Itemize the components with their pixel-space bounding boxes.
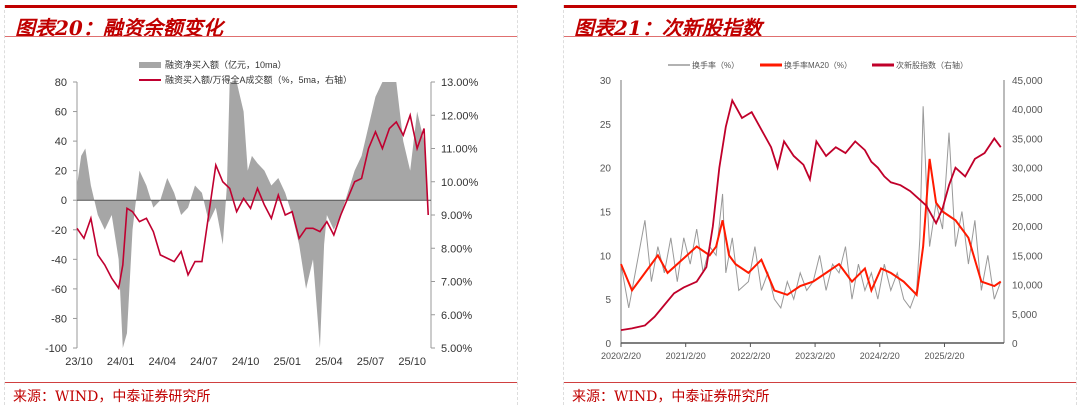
- y-left-tick-label: -60: [51, 284, 67, 296]
- y-left-tick-label: 15: [600, 208, 612, 219]
- y-left-tick-label: -20: [51, 225, 67, 237]
- right-figure-panel: 图表21：次新股指数 0 5 10 15 20 25 30 0 5,000 10,000 15,00…: [563, 5, 1077, 405]
- y-right-tick-label: 15,000: [1012, 251, 1043, 262]
- y-left-tick-label: -100: [45, 343, 67, 355]
- legend-label: 换手率（%）: [692, 60, 739, 70]
- x-tick-label: 23/10: [65, 356, 93, 368]
- y-right-tick-label: 6.00%: [441, 310, 472, 322]
- y-right-tick-label: 35,000: [1012, 134, 1043, 145]
- y-right-tick-label: 45,000: [1012, 76, 1043, 87]
- source-divider: [5, 382, 517, 383]
- y-left-tick-label: 25: [600, 120, 612, 131]
- y-left-tick-label: 0: [605, 339, 611, 350]
- y-right-tick-label: 30,000: [1012, 164, 1043, 175]
- y-left-tick-label: 10: [600, 251, 612, 262]
- x-tick-label: 24/10: [232, 356, 260, 368]
- net-buy-area-series: [77, 82, 429, 348]
- y-right-tick-label: 8.00%: [441, 243, 472, 255]
- legend-label: 融资买入额/万得全A成交额（%，5ma，右轴）: [165, 74, 352, 85]
- x-tick-label: 2021/2/20: [666, 351, 706, 361]
- new-stock-index-line-series: [620, 98, 1002, 332]
- title-divider: [5, 36, 517, 37]
- y-left-tick-label: 20: [55, 166, 67, 178]
- x-tick-label: 25/01: [273, 356, 301, 368]
- y-right-tick-label: 13.00%: [441, 77, 479, 89]
- y-left-tick-label: 0: [61, 195, 67, 207]
- margin-financing-chart: -100 -80 -60 -40 -20 0 20 40 60 80 5.00% 6.00% 7.00%…: [45, 59, 479, 368]
- y-left-tick-label: 5: [605, 295, 611, 306]
- y-right-tick-label: 10.00%: [441, 177, 479, 189]
- y-right-tick-label: 5.00%: [441, 343, 472, 355]
- source-divider: [564, 382, 1076, 383]
- y-right-tick-label: 12.00%: [441, 110, 479, 122]
- buy-ratio-line-series: [76, 112, 430, 291]
- y-left-tick-label: -80: [51, 313, 67, 325]
- y-right-tick-label: 20,000: [1012, 222, 1043, 233]
- x-tick-label: 25/04: [315, 356, 343, 368]
- x-tick-label: 2025/2/20: [924, 351, 964, 361]
- x-tick-label: 2020/2/20: [601, 351, 641, 361]
- x-tick-label: 2022/2/20: [730, 351, 770, 361]
- legend-swatch-net-buy: [139, 62, 161, 68]
- x-tick-label: 25/07: [357, 356, 385, 368]
- y-right-tick-label: 11.00%: [441, 144, 478, 156]
- x-tick-label: 24/04: [149, 356, 177, 368]
- legend-label: 换手率MA20（%）: [784, 60, 852, 70]
- new-stock-index-chart: 0 5 10 15 20 25 30 0 5,000 10,000 15,000 20,000 25,0…: [600, 60, 1043, 361]
- y-right-tick-label: 7.00%: [441, 277, 472, 289]
- source-note: 来源：WIND，中泰证券研究所: [572, 389, 770, 405]
- left-figure-panel: 图表20：融资余额变化 -100 -80 -60 -40 -20 0 20 40 60 80 5.0…: [4, 5, 518, 405]
- turnover-ma20-line-series: [620, 158, 1002, 297]
- y-left-tick-label: -40: [51, 254, 67, 266]
- y-right-tick-label: 40,000: [1012, 105, 1043, 116]
- x-tick-label: 2023/2/20: [795, 351, 835, 361]
- x-tick-label: 24/01: [107, 356, 135, 368]
- y-right-tick-label: 10,000: [1012, 281, 1043, 292]
- y-left-tick-label: 80: [55, 77, 67, 89]
- y-right-tick-label: 5,000: [1012, 310, 1037, 321]
- y-left-tick-label: 40: [55, 136, 67, 148]
- title-divider: [564, 36, 1076, 37]
- top-rule: [5, 5, 517, 8]
- legend-label: 融资净买入额（亿元，10ma）: [165, 59, 287, 70]
- y-right-tick-label: 25,000: [1012, 193, 1043, 204]
- x-tick-label: 25/10: [398, 356, 426, 368]
- x-tick-label: 24/07: [190, 356, 218, 368]
- legend-label: 次新股指数（右轴）: [896, 60, 968, 70]
- top-rule: [564, 5, 1076, 8]
- x-tick-label: 2024/2/20: [860, 351, 900, 361]
- y-left-tick-label: 60: [55, 107, 67, 119]
- y-left-tick-label: 20: [600, 164, 612, 175]
- y-right-tick-label: 9.00%: [441, 210, 472, 222]
- y-left-tick-label: 30: [600, 76, 612, 87]
- y-right-tick-label: 0: [1012, 339, 1018, 350]
- source-note: 来源：WIND，中泰证券研究所: [13, 389, 211, 405]
